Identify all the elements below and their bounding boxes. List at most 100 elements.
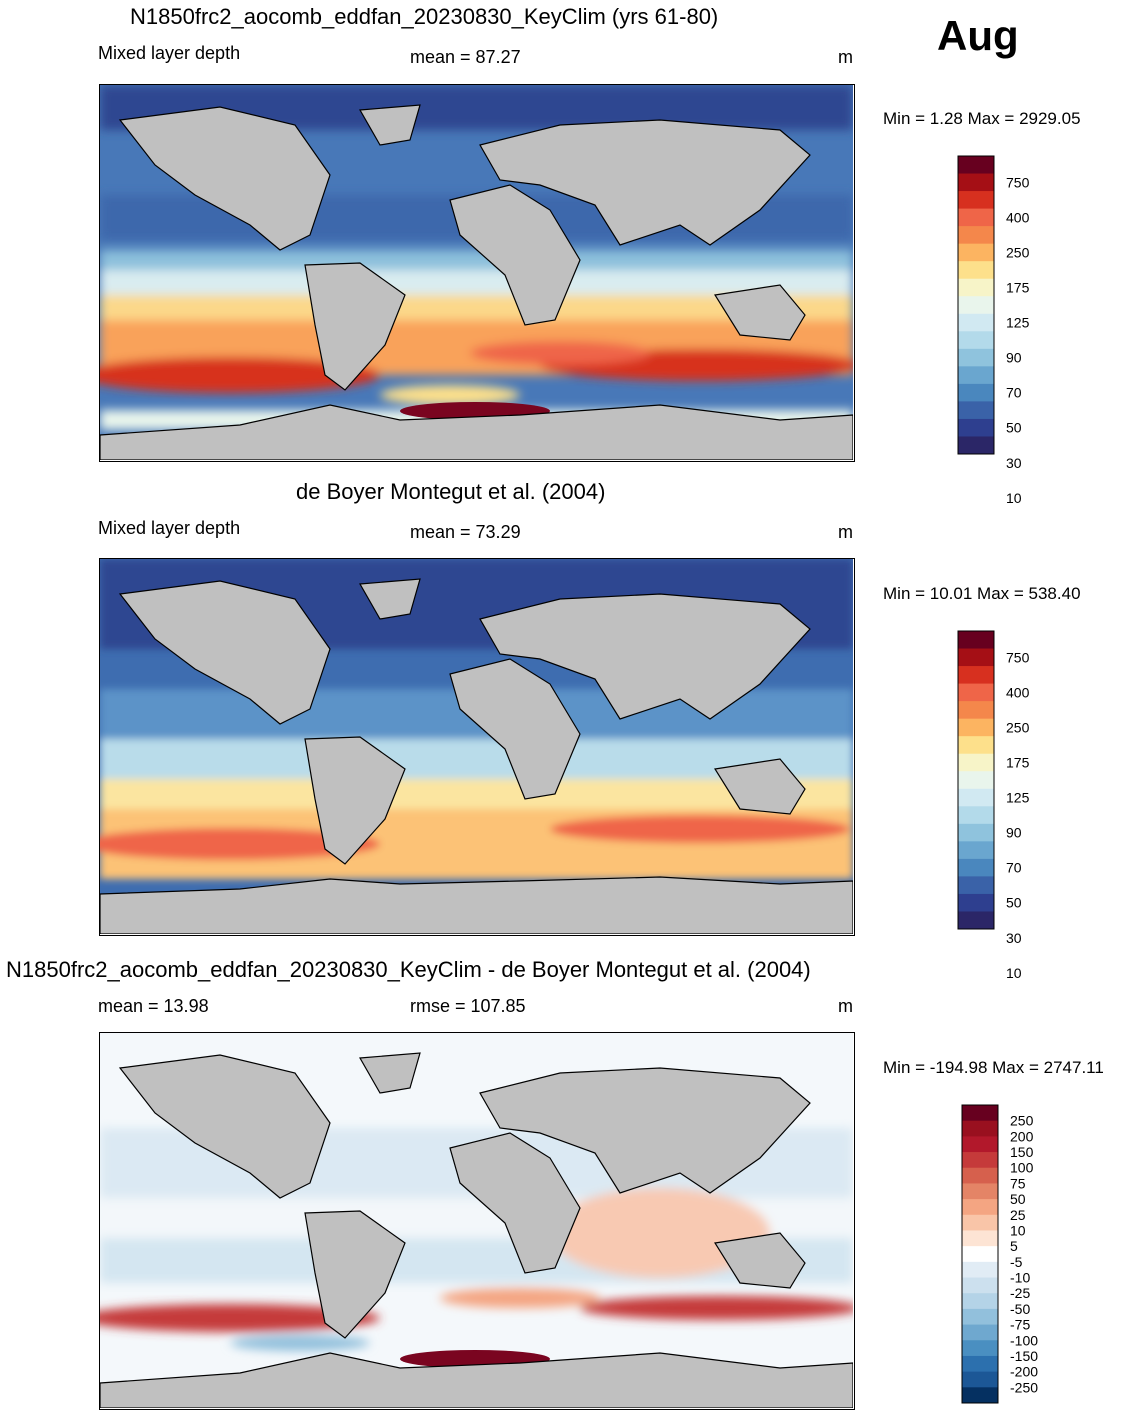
panel3-colorbar-swatch [962,1199,998,1216]
panel1-title: N1850frc2_aocomb_eddfan_20230830_KeyClim… [130,4,719,29]
panel2-colorbar-tick-label: 175 [1006,754,1030,770]
panel1-colorbar-swatch [958,261,994,280]
panel1-colorbar-tick-label: 750 [1006,174,1030,190]
panel3-colorbar-tick-label: 75 [1010,1175,1026,1191]
panel2-colorbar-tick-label: 50 [1006,895,1022,911]
panel3-colorbar-swatch [962,1324,998,1341]
panel3-colorbar-border [961,1104,999,1404]
panel1-colorbar-swatch [958,366,994,385]
panel1-colorbar-tick-label: 70 [1006,385,1022,401]
panel3-colorbar-svg: 250200150100755025105-5-10-25-50-75-100-… [961,1104,1038,1404]
panel3-colorbar-tick-label: -75 [1010,1317,1030,1333]
panel2-colorbar-border [957,630,995,930]
panel3-minmax: Min = -194.98 Max = 2747.11 [883,1058,1104,1077]
panel1-map [99,84,855,462]
panel2-colorbar-swatch [958,841,994,860]
panel2-colorbar-swatch [958,736,994,755]
panel3-colorbar-tick-label: 200 [1010,1128,1034,1144]
panel1-colorbar-swatch [958,156,994,175]
panel1-colorbar-tick-label: 90 [1006,350,1022,366]
panel3-colorbar-swatch [962,1246,998,1263]
panel2-colorbar-swatch [958,788,994,807]
panel2-colorbar-tick-label: 250 [1006,719,1030,735]
panel3-colorbar-swatch [962,1387,998,1404]
panel3-colorbar-swatch [962,1230,998,1247]
panel1-colorbar-swatch [958,436,994,455]
panel3-colorbar-tick-label: 50 [1010,1191,1026,1207]
panel3-colorbar-swatch [962,1340,998,1357]
panel1-colorbar-tick-label: 250 [1006,244,1030,260]
panel3-map-svg [100,1033,853,1408]
panel2-units-label: m [838,522,853,542]
panel2-colorbar-swatch [958,631,994,650]
panel2-colorbar-swatch [958,858,994,877]
panel3-colorbar-swatch [962,1167,998,1184]
panel3-colorbar-swatch [962,1277,998,1294]
panel2-variable-label: Mixed layer depth [98,518,241,538]
panel3-colorbar-tick-label: -250 [1010,1379,1038,1395]
panel1-colorbar-swatch [958,173,994,192]
panel3-colorbar-swatch [962,1120,998,1137]
panel2-colorbar-svg: 750 400 250 175 125 90 70 50 30 10 [957,630,1030,981]
panel2-colorbar-swatch [958,806,994,825]
panel1-colorbar-swatch [958,418,994,437]
panel3-colorbar-swatch [962,1308,998,1326]
panel1-colorbar-swatch [958,243,994,262]
panel1-colorbar-swatch [958,191,994,210]
panel2-colorbar-swatch [958,683,994,702]
panel3-colorbar-swatch [962,1261,998,1279]
panel2-colorbar-tick-label: 10 [1006,965,1022,981]
panel3-colorbar-tick-label: 250 [1010,1113,1034,1129]
panel2-map-svg [100,559,853,934]
panel1-colorbar-tick-label: 10 [1006,490,1022,506]
panel3-colorbar-tick-label: -100 [1010,1332,1038,1348]
panel1-units-label: m [838,47,853,67]
panel3-colorbar-tick-label: -10 [1010,1270,1030,1286]
panel1-colorbar-tick-label: 400 [1006,209,1030,225]
panel3-colorbar-swatch [962,1371,998,1388]
panel2-colorbar-swatch [958,893,994,912]
panel1-colorbar-swatch [958,348,994,367]
panel2-minmax: Min = 10.01 Max = 538.40 [883,584,1081,603]
panel3-map [99,1032,855,1410]
panel2-colorbar-tick-label: 70 [1006,860,1022,876]
panel2-colorbar-tick-label: 90 [1006,825,1022,841]
panel1-colorbar-tick-label: 30 [1006,455,1022,471]
panel3-colorbar-tick-label: -200 [1010,1364,1038,1380]
panel1-colorbar-swatch [958,278,994,297]
panel3-colorbar: 250 200 150 100 75 50 25 10 5 -5 -10 -25 -50 -75 -100-… [961,1104,1102,1405]
panel3-colorbar-swatch [962,1355,998,1373]
panel3-colorbar-tick-label: 25 [1010,1207,1026,1223]
panel1-colorbar-svg: 750 400 250 175 125 90 70 50 30 10 [957,155,1030,506]
panel3-colorbar-tick-label: 5 [1010,1238,1018,1254]
month-label: Aug [937,12,1019,59]
panel2-colorbar-swatch [958,876,994,895]
panel1-colorbar-tick-label: 125 [1006,315,1030,331]
panel2-colorbar-swatch [958,753,994,772]
panel3-colorbar-tick-label: 150 [1010,1144,1034,1160]
panel1-colorbar-swatch [958,331,994,350]
panel1-mean-label: mean = 87.27 [410,47,521,67]
panel1-colorbar-border [957,155,995,455]
panel3-colorbar-tick-label: 100 [1010,1160,1034,1176]
panel2-map [99,558,855,936]
panel1-colorbar-tick-label: 175 [1006,279,1030,295]
panel3-colorbar-tick-label: -150 [1010,1348,1038,1364]
panel1-colorbar: 750 400 250 175 125 90 70 50 30 10 [957,155,1098,506]
panel1-map-svg [100,85,853,460]
panel2-colorbar-swatch [958,771,994,790]
panel3-title: N1850frc2_aocomb_eddfan_20230830_KeyClim… [6,957,811,982]
panel1-minmax: Min = 1.28 Max = 2929.05 [883,109,1081,128]
panel1-colorbar-swatch [958,313,994,332]
panel1-colorbar-swatch [958,208,994,227]
panel2-mean-label: mean = 73.29 [410,522,521,542]
panel2-colorbar-tick-label: 400 [1006,684,1030,700]
panel3-colorbar-swatch [962,1105,998,1122]
panel2-colorbar-swatch [958,666,994,685]
panel1-colorbar-swatch [958,383,994,402]
panel2-colorbar-swatch [958,718,994,737]
panel2-colorbar: 750 400 250 175 125 90 70 50 30 10 [957,630,1098,981]
panel2-colorbar-swatch [958,823,994,842]
panel2-colorbar-swatch [958,701,994,720]
panel2-colorbar-tick-label: 125 [1006,790,1030,806]
